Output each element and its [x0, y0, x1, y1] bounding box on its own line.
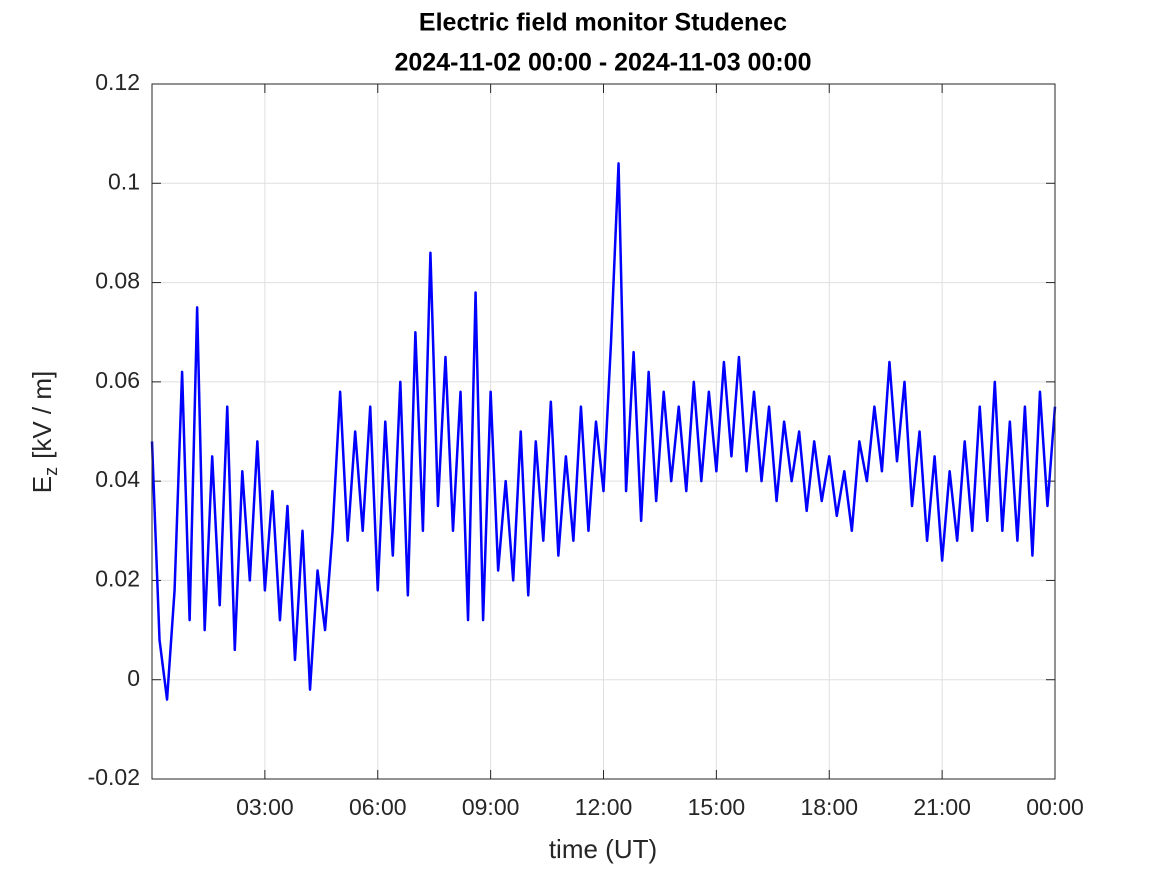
x-tick-label: 09:00 — [462, 794, 520, 820]
y-tick-label: -0.02 — [88, 764, 140, 790]
axes-box — [151, 83, 1056, 780]
y-tick-label: 0.04 — [95, 466, 140, 492]
y-tick-label: 0.12 — [95, 69, 140, 95]
y-label-base: E — [27, 476, 57, 493]
chart-title: Electric field monitor Studenec — [419, 9, 787, 37]
x-tick-label: 00:00 — [1026, 794, 1084, 820]
y-label-unit: [kV / m] — [27, 371, 57, 459]
y-tick-label: 0 — [127, 665, 140, 691]
y-label-subscript: z — [41, 467, 61, 476]
y-tick-label: 0.06 — [95, 367, 140, 393]
x-tick-label: 21:00 — [913, 794, 971, 820]
y-tick-label: 0.08 — [95, 268, 140, 294]
y-tick-label: 0.02 — [95, 566, 140, 592]
data-line — [150, 162, 1057, 701]
x-tick-label: 12:00 — [575, 794, 633, 820]
x-axis-label: time (UT) — [549, 834, 657, 864]
x-tick-label: 06:00 — [349, 794, 407, 820]
x-tick-label: 18:00 — [800, 794, 858, 820]
y-axis-label: Ez [kV / m] — [27, 371, 61, 493]
x-tick-label: 15:00 — [688, 794, 746, 820]
chart-subtitle: 2024-11-02 00:00 - 2024-11-03 00:00 — [395, 49, 812, 77]
y-tick-label: 0.1 — [108, 168, 140, 194]
x-tick-label: 03:00 — [236, 794, 294, 820]
